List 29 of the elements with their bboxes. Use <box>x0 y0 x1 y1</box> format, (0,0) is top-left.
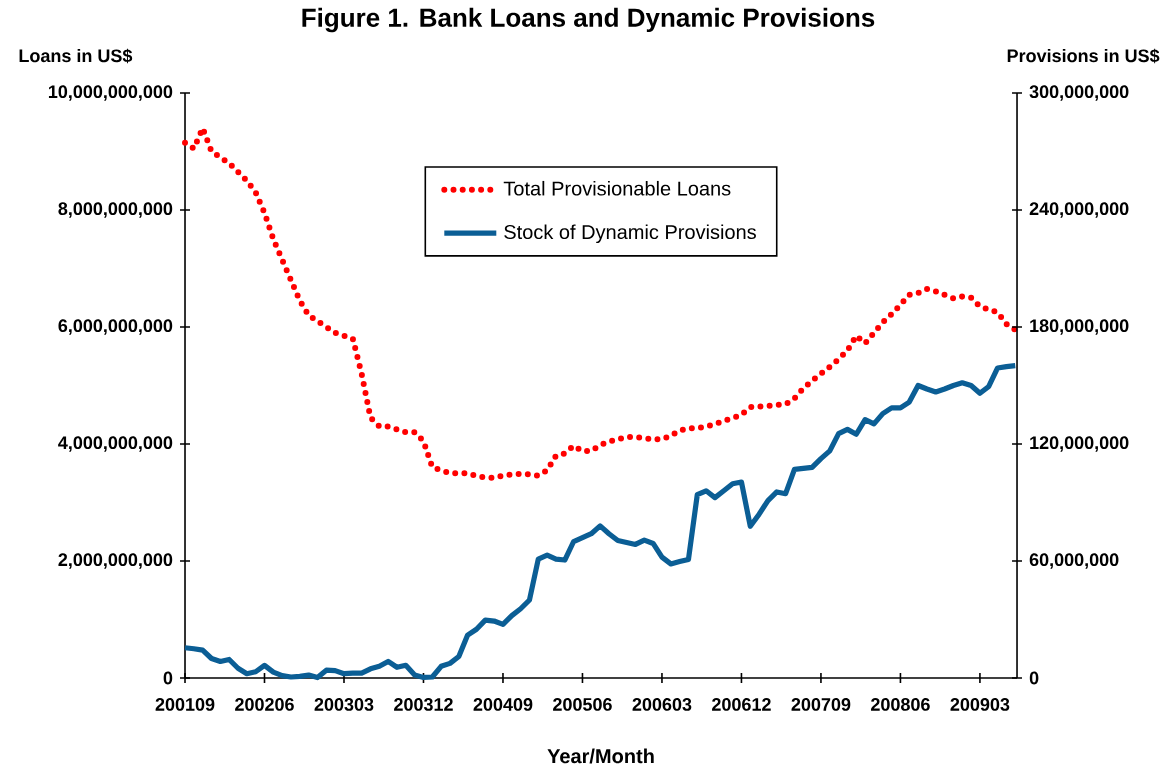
x-tick-label: 200806 <box>871 698 930 711</box>
legend-label: Stock of Dynamic Provisions <box>504 224 756 244</box>
y-tick-label: 6,000,000,000 <box>58 319 173 335</box>
x-tick-label: 200206 <box>235 698 294 711</box>
y2-tick-label: 120,000,000 <box>1030 436 1129 452</box>
y-tick-label: 2,000,000,000 <box>58 553 173 569</box>
x-tick-label: 200612 <box>712 698 771 711</box>
y-tick-label: 8,000,000,000 <box>58 202 173 218</box>
x-tick-label: 200709 <box>791 698 851 711</box>
legend-label: Total Provisionable Loans <box>503 180 731 196</box>
x-tick-label: 200603 <box>632 698 692 711</box>
y-tick-label: 0 <box>163 671 173 685</box>
x-tick-label: 200109 <box>155 698 215 711</box>
y2-tick-label: 300,000,000 <box>1029 85 1129 101</box>
y2-tick-label: 0 <box>1029 671 1039 685</box>
y-tick-label: 10,000,000,000 <box>48 85 173 101</box>
x-axis-title: Year/Month <box>547 748 654 764</box>
x-tick-label: 200506 <box>553 698 612 711</box>
chart-title: Figure 1. Bank Loans and Dynamic Provisions <box>302 7 875 33</box>
x-tick-label: 200903 <box>950 698 1010 711</box>
x-tick-label: 200303 <box>314 698 374 711</box>
x-tick-label: 200312 <box>394 698 453 711</box>
y-axis-title: Loans in US$ <box>19 48 133 64</box>
y2-axis-title: Provisions in US$ <box>1007 48 1160 64</box>
y-tick-label: 4,000,000,000 <box>58 436 173 452</box>
y2-tick-label: 60,000,000 <box>1029 553 1119 569</box>
y2-tick-label: 180,000,000 <box>1030 319 1129 335</box>
y2-tick-label: 240,000,000 <box>1029 202 1129 218</box>
x-tick-label: 200409 <box>473 698 533 711</box>
